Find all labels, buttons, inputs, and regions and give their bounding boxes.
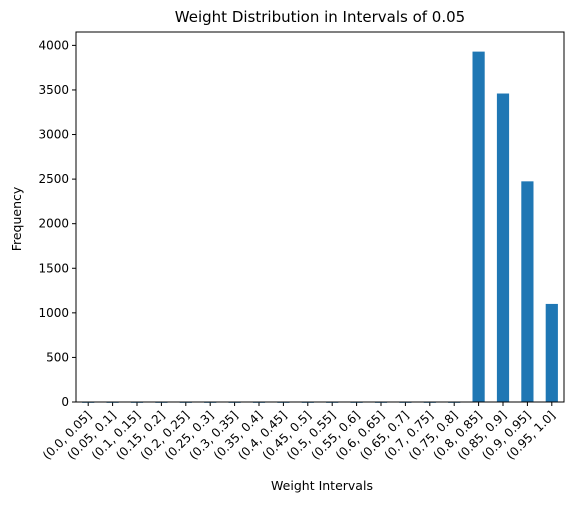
x-axis: (0.0, 0.05](0.05, 0.1](0.1, 0.15](0.15, … — [40, 402, 558, 463]
bars — [75, 31, 565, 403]
y-tick-label: 3500 — [38, 83, 69, 97]
y-tick-label: 2500 — [38, 172, 69, 186]
chart-title: Weight Distribution in Intervals of 0.05 — [175, 8, 465, 26]
y-tick-label: 1500 — [38, 261, 69, 275]
y-tick-label: 2000 — [38, 217, 69, 231]
bar — [472, 51, 485, 403]
plot-area — [75, 31, 565, 403]
plot-border — [75, 31, 565, 403]
y-tick-label: 4000 — [38, 38, 69, 52]
y-tick-label: 0 — [61, 395, 69, 409]
x-axis-label: Weight Intervals — [271, 478, 373, 493]
y-tick-label: 3000 — [38, 128, 69, 142]
bar — [545, 303, 558, 402]
y-axis-label: Frequency — [9, 186, 24, 251]
bar — [521, 181, 534, 402]
y-axis: 0 500 1000 1500 2000 2500 3000 3500 4000 — [38, 38, 76, 409]
bar — [496, 93, 510, 403]
y-tick-label: 500 — [46, 350, 69, 364]
plot-frame — [75, 31, 565, 403]
y-tick-label: 1000 — [38, 306, 69, 320]
